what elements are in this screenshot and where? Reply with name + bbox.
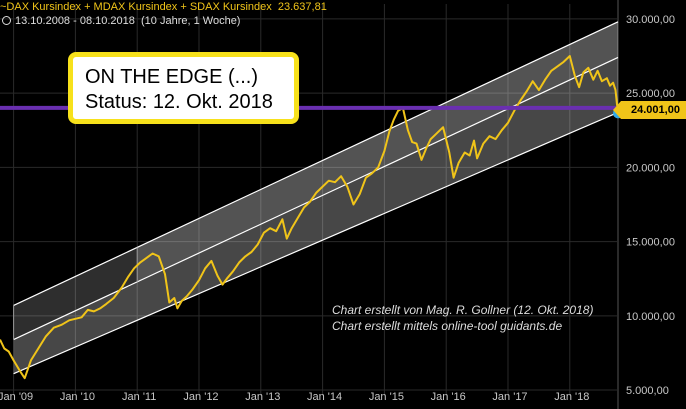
- y-tick-label: 5.000,00: [626, 385, 669, 397]
- x-tick-label: Jan '16: [431, 391, 466, 403]
- y-tick-label: 15.000,00: [626, 237, 675, 249]
- x-axis-labels: Jan '09 Jan '10 Jan '11 Jan '12 Jan '13 Jan '…: [0, 391, 589, 403]
- channel-lower-band: [13, 57, 618, 374]
- channel-upper-band-overlay: [137, 21, 619, 282]
- y-axis-labels: 5.000,00 10.000,00 15.000,00 20.000,00 25.00…: [626, 14, 675, 397]
- credit-line-2: Chart erstellt mittels online-tool guida…: [332, 319, 563, 333]
- callout-box: ON THE EDGE (...) Status: 12. Okt. 2018: [68, 52, 299, 124]
- price-series: [0, 55, 619, 380]
- x-tick-label: Jan '10: [60, 391, 95, 403]
- x-tick-label: Jan '15: [369, 391, 404, 403]
- y-tick-label: 10.000,00: [626, 311, 675, 323]
- callout-line-1: ON THE EDGE (...): [85, 66, 258, 88]
- x-tick-label: Jan '18: [554, 391, 589, 403]
- channel-line-lower: [13, 111, 619, 375]
- credit-line-1: Chart erstellt von Mag. R. Gollner (12. …: [332, 303, 594, 317]
- header-interval: (10 Jahre, 1 Woche): [141, 15, 241, 27]
- price-tag: 24.001,00: [613, 101, 686, 119]
- x-tick-label: Jan '14: [307, 391, 342, 403]
- y-tick-label: 30.000,00: [626, 14, 675, 26]
- channel-line-upper: [13, 21, 619, 306]
- x-tick-label: Jan '12: [183, 391, 218, 403]
- chart-credits: Chart erstellt von Mag. R. Gollner (12. …: [332, 302, 593, 334]
- y-tick-label: 20.000,00: [626, 162, 675, 174]
- header-title: ~DAX Kursindex + MDAX Kursindex + SDAX K…: [0, 1, 272, 13]
- callout-line-2: Status: 12. Okt. 2018: [85, 91, 273, 113]
- x-tick-label: Jan '13: [245, 391, 280, 403]
- price-line: [0, 55, 619, 380]
- y-tick-label: 25.000,00: [626, 88, 675, 100]
- header-last-value: 23.637,81: [277, 1, 327, 13]
- x-tick-label: Jan '11: [122, 391, 156, 403]
- clock-icon: [2, 16, 11, 25]
- header-period: 13.10.2008 - 08.10.2018: [15, 15, 135, 27]
- x-tick-label: Jan '09: [0, 391, 33, 403]
- header-period-row: 13.10.2008 - 08.10.2018 (10 Jahre, 1 Woc…: [0, 15, 240, 27]
- header-title-row: ~DAX Kursindex + MDAX Kursindex + SDAX K…: [0, 1, 327, 13]
- x-tick-label: Jan '17: [492, 391, 527, 403]
- channel-upper-band: [13, 21, 618, 340]
- trend-channel: [13, 21, 619, 375]
